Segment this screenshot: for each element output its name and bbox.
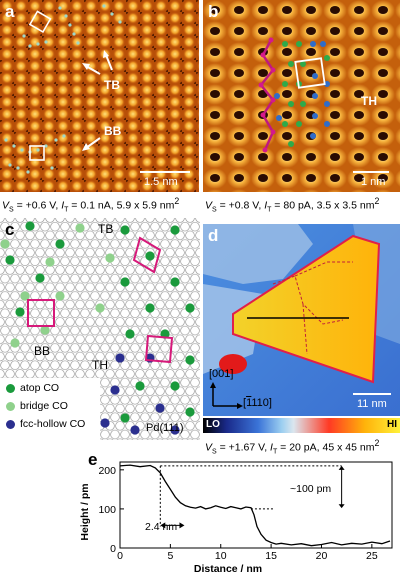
chart-axes — [119, 461, 393, 549]
unit-cell-bb — [29, 145, 45, 161]
colorbar-lo: LO — [206, 419, 220, 430]
legend-bridge: bridge CO — [6, 400, 68, 412]
caption-d-it: 20 pA — [289, 441, 317, 454]
unit-cell-th — [294, 57, 326, 89]
label-tb-a: TB — [104, 78, 120, 92]
x-tick-label: 25 — [366, 550, 378, 562]
fcc-hollow-co-swatch — [6, 419, 15, 429]
dir-110-digits: 110 — [251, 397, 269, 409]
caption-d: VS = +1.67 V, IT = 20 pA, 45 x 45 nm2 — [205, 438, 380, 456]
colorbar: LO HI — [203, 418, 400, 433]
annotation-step-height: ~100 pm — [290, 483, 331, 495]
scale-text-d: 11 nm — [357, 398, 387, 410]
dir-001-label: [001] — [209, 368, 234, 380]
y-tick-label: 100 — [98, 504, 116, 516]
legend-bridge-label: bridge CO — [20, 400, 68, 412]
caption-d-vs: +1.67 V — [228, 441, 265, 454]
unit-cell-tb-c — [132, 236, 162, 274]
unit-cell-tb — [28, 10, 52, 34]
chart-annotations — [159, 465, 345, 529]
label-th-b: TH — [361, 94, 377, 108]
dir-110-bar: 1 — [246, 397, 252, 409]
panel-b-stm-svg — [203, 0, 400, 192]
panel-d-stm-image: d [001] [1110] 11 nm — [203, 224, 400, 416]
panel-d-svg — [203, 224, 400, 416]
x-tick-label: 15 — [265, 550, 277, 562]
panel-c-svg — [0, 218, 200, 440]
th-green-dots — [282, 41, 330, 147]
label-th-c: TH — [92, 358, 108, 372]
x-tick-label: 20 — [316, 550, 328, 562]
y-axis-label: Height / pm — [79, 483, 91, 540]
legend-atop: atop CO — [6, 382, 59, 394]
panel-label-c: c — [5, 220, 15, 239]
label-bb-c: BB — [34, 344, 51, 358]
panel-a-stm-svg — [0, 0, 199, 192]
boundary-line-b — [259, 39, 275, 151]
label-bb-a: BB — [104, 124, 122, 138]
x-tick-label: 0 — [117, 550, 123, 562]
th-blue-dots — [274, 41, 330, 139]
annotation-step-width: 2.4 nm — [145, 521, 177, 533]
colorbar-hi: HI — [387, 419, 397, 430]
arrow-tb-2 — [105, 54, 113, 71]
arrow-tb-1 — [85, 65, 101, 75]
caption-d-size: 45 x 45 nm — [322, 441, 375, 454]
panel-label-d: d — [208, 226, 219, 245]
caption-a-vs: +0.6 V — [25, 199, 56, 212]
profile-line — [119, 464, 391, 547]
panel-c-schematic: c TB BB TH Pd(111) atop CO bridge CO fcc… — [0, 218, 200, 440]
panel-b-stm-image: b TH 1 nm — [203, 0, 400, 192]
x-tick-label: 5 — [167, 550, 173, 562]
height-profile-chart: 0 5 10 15 20 25 0 100 200 Height / pm Distance /… — [79, 461, 393, 575]
label-tb-c: TB — [98, 222, 114, 236]
legend-atop-label: atop CO — [20, 382, 60, 394]
bridge-co-swatch — [6, 401, 15, 411]
arrow-bb — [85, 137, 101, 149]
panel-label-e: e — [88, 450, 98, 469]
scale-text-b: 1 nm — [361, 176, 386, 188]
dir-110-label: [1110] — [243, 397, 272, 409]
legend-fcc-label: fcc-hollow CO — [20, 418, 86, 430]
triangular-island — [232, 234, 381, 384]
unit-cell-bb-c — [27, 299, 55, 327]
panel-label-b: b — [208, 2, 219, 21]
panel-label-a: a — [5, 2, 15, 21]
scale-text-a: 1.5 nm — [144, 176, 178, 188]
x-axis-label: Distance / nm — [194, 563, 262, 575]
caption-a-it: 0.1 nA — [80, 199, 111, 212]
y-tick-label: 200 — [98, 465, 116, 477]
tb-dots — [22, 4, 122, 48]
chart-ticks: 0 5 10 15 20 25 0 100 200 — [98, 465, 377, 562]
legend-fcc: fcc-hollow CO — [6, 418, 85, 430]
label-surface: Pd(111) — [146, 422, 184, 434]
caption-a: VS = +0.6 V, IT = 0.1 nA, 5.9 x 5.9 nm2 — [2, 196, 180, 214]
red-feature — [219, 354, 247, 374]
y-tick-label: 0 — [110, 543, 116, 555]
plot-frame — [119, 461, 393, 549]
unit-cell-th-c — [144, 334, 174, 364]
atop-co-dots — [5, 221, 195, 423]
caption-a-size: 5.9 x 5.9 nm — [116, 199, 175, 212]
x-tick-label: 10 — [215, 550, 227, 562]
caption-b-size: 3.5 x 3.5 nm — [316, 199, 375, 212]
panel-a-stm-image: a TB BB 1.5 nm — [0, 0, 199, 192]
caption-b-vs: +0.8 V — [228, 199, 259, 212]
fcc-hollow-co-dots — [100, 353, 180, 435]
atop-co-swatch — [6, 383, 15, 393]
caption-b-it: 80 pA — [283, 199, 311, 212]
caption-b: VS = +0.8 V, IT = 80 pA, 3.5 x 3.5 nm2 — [205, 196, 380, 214]
bridge-co-dots — [0, 223, 115, 348]
